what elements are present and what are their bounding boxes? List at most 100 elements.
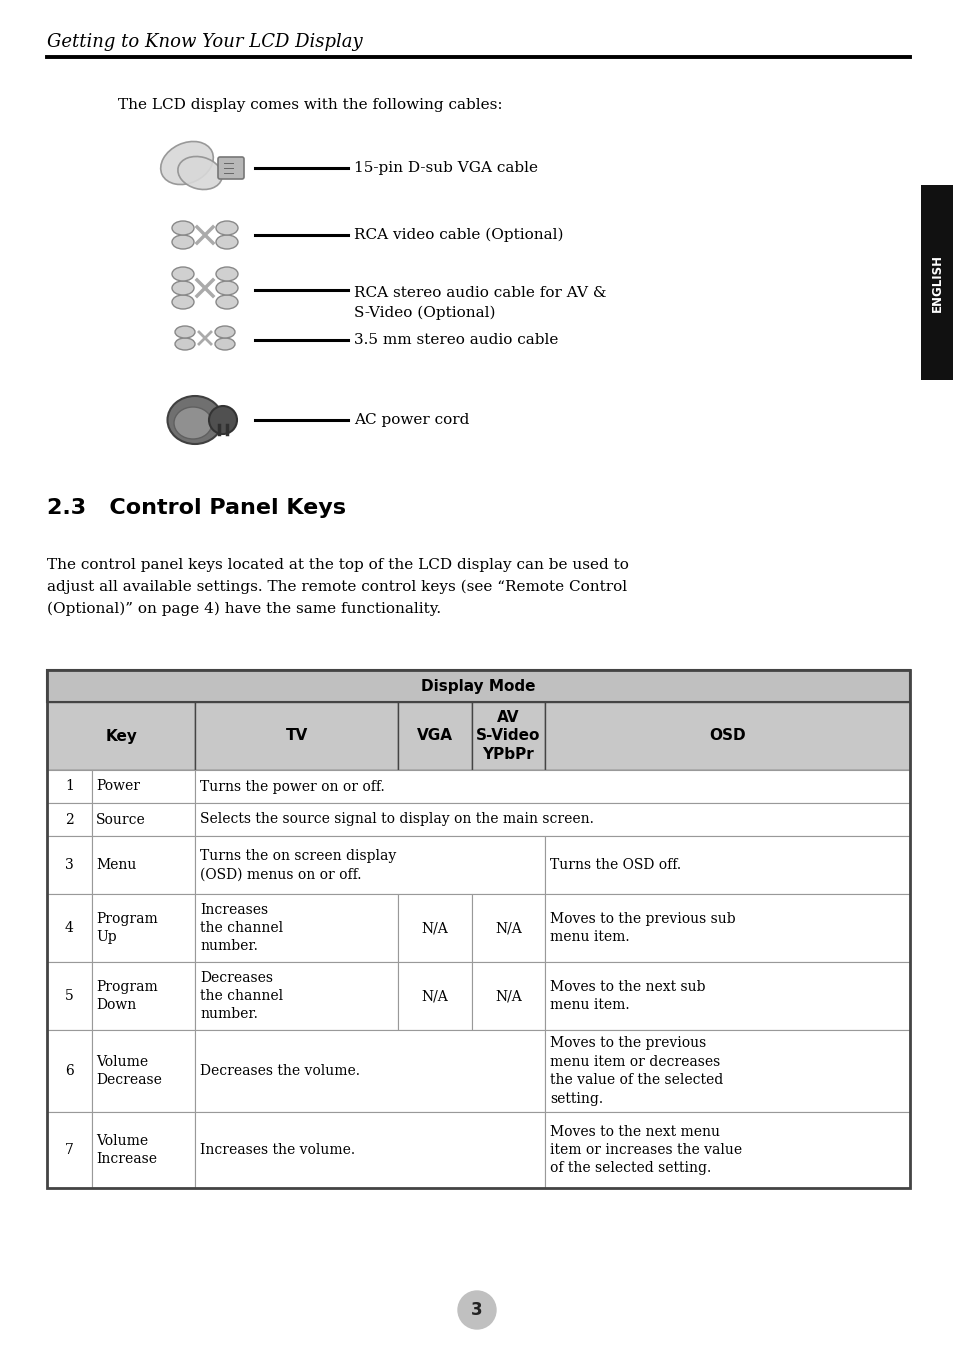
Bar	[47, 702, 195, 771]
Text: Moves to the next sub
menu item.: Moves to the next sub menu item.	[549, 980, 704, 1013]
Text: N/A: N/A	[421, 921, 448, 936]
Text: 6: 6	[65, 1064, 73, 1078]
Text: 5: 5	[65, 990, 73, 1003]
Text: Program
Down: Program Down	[95, 980, 157, 1013]
Text: Volume
Decrease: Volume Decrease	[95, 1055, 162, 1087]
Bar	[47, 671, 909, 702]
Bar	[471, 702, 544, 771]
Bar	[471, 963, 544, 1030]
Bar	[47, 836, 91, 894]
Bar	[544, 963, 909, 1030]
FancyBboxPatch shape	[218, 157, 244, 178]
Text: Increases the volume.: Increases the volume.	[200, 1142, 355, 1157]
Ellipse shape	[214, 326, 234, 338]
Text: The control panel keys located at the top of the LCD display can be used to
adju: The control panel keys located at the to…	[47, 558, 628, 615]
Text: Decreases
the channel
number.: Decreases the channel number.	[200, 971, 283, 1021]
Text: 4: 4	[65, 921, 73, 936]
Text: Volume
Increase: Volume Increase	[95, 1134, 156, 1167]
Bar	[91, 771, 195, 803]
Bar	[195, 894, 397, 963]
Ellipse shape	[215, 295, 237, 310]
Text: N/A: N/A	[495, 921, 521, 936]
Bar	[544, 894, 909, 963]
Bar	[47, 1030, 91, 1111]
Bar	[544, 1111, 909, 1188]
Text: OSD: OSD	[708, 729, 745, 744]
Ellipse shape	[215, 235, 237, 249]
Ellipse shape	[214, 338, 234, 350]
Ellipse shape	[160, 142, 213, 184]
Text: Getting to Know Your LCD Display: Getting to Know Your LCD Display	[47, 32, 362, 51]
Bar	[195, 1030, 544, 1111]
Bar	[91, 963, 195, 1030]
Text: Turns the OSD off.: Turns the OSD off.	[549, 859, 680, 872]
Bar	[195, 803, 909, 836]
Circle shape	[209, 406, 236, 434]
Text: AV
S-Video
YPbPr: AV S-Video YPbPr	[476, 710, 540, 763]
Text: VGA: VGA	[416, 729, 453, 744]
Bar	[544, 836, 909, 894]
Text: Moves to the next menu
item or increases the value
of the selected setting.: Moves to the next menu item or increases…	[549, 1125, 741, 1175]
Text: Increases
the channel
number.: Increases the channel number.	[200, 903, 283, 953]
Circle shape	[457, 1291, 496, 1329]
Text: Display Mode: Display Mode	[421, 679, 536, 694]
Ellipse shape	[172, 295, 193, 310]
Text: 7: 7	[65, 1142, 73, 1157]
Bar	[195, 836, 544, 894]
Text: ENGLISH: ENGLISH	[930, 254, 943, 311]
Text: N/A: N/A	[421, 990, 448, 1003]
Text: RCA stereo audio cable for AV &
S-Video (Optional): RCA stereo audio cable for AV & S-Video …	[354, 287, 606, 319]
Bar	[544, 702, 909, 771]
Text: Decreases the volume.: Decreases the volume.	[200, 1064, 360, 1078]
Text: Source: Source	[95, 813, 146, 826]
Bar	[544, 1030, 909, 1111]
Bar	[91, 803, 195, 836]
Text: N/A: N/A	[495, 990, 521, 1003]
Bar	[397, 702, 471, 771]
Text: Turns the on screen display
(OSD) menus on or off.: Turns the on screen display (OSD) menus …	[200, 849, 396, 882]
Ellipse shape	[172, 235, 193, 249]
Text: 15-pin D-sub VGA cable: 15-pin D-sub VGA cable	[354, 161, 537, 174]
Bar	[195, 702, 397, 771]
Text: Selects the source signal to display on the main screen.: Selects the source signal to display on …	[200, 813, 594, 826]
Ellipse shape	[172, 266, 193, 281]
Text: 3.5 mm stereo audio cable: 3.5 mm stereo audio cable	[354, 333, 558, 347]
Text: TV: TV	[285, 729, 308, 744]
Bar	[195, 963, 397, 1030]
Ellipse shape	[215, 220, 237, 235]
Text: The LCD display comes with the following cables:: The LCD display comes with the following…	[118, 97, 502, 112]
Bar	[195, 771, 909, 803]
Text: Moves to the previous
menu item or decreases
the value of the selected
setting.: Moves to the previous menu item or decre…	[549, 1037, 722, 1106]
Text: Moves to the previous sub
menu item.: Moves to the previous sub menu item.	[549, 911, 735, 944]
Ellipse shape	[174, 326, 194, 338]
Ellipse shape	[215, 266, 237, 281]
Bar	[91, 894, 195, 963]
Bar	[397, 963, 471, 1030]
Bar	[47, 894, 91, 963]
Bar	[471, 894, 544, 963]
Bar	[91, 836, 195, 894]
Text: 2: 2	[65, 813, 73, 826]
Bar	[47, 1111, 91, 1188]
Bar	[47, 671, 909, 1188]
Text: 1: 1	[65, 780, 73, 794]
Bar	[397, 894, 471, 963]
Text: AC power cord: AC power cord	[354, 412, 469, 427]
Ellipse shape	[215, 281, 237, 295]
Ellipse shape	[173, 407, 212, 439]
Text: Key: Key	[105, 729, 137, 744]
Ellipse shape	[168, 396, 222, 443]
Bar	[47, 771, 91, 803]
Text: Program
Up: Program Up	[95, 911, 157, 944]
Bar	[195, 1111, 544, 1188]
Ellipse shape	[177, 157, 222, 189]
Ellipse shape	[172, 281, 193, 295]
Ellipse shape	[172, 220, 193, 235]
Bar	[47, 963, 91, 1030]
Bar	[91, 1030, 195, 1111]
Text: Turns the power on or off.: Turns the power on or off.	[200, 780, 385, 794]
Text: 3: 3	[65, 859, 73, 872]
Text: 2.3   Control Panel Keys: 2.3 Control Panel Keys	[47, 498, 346, 518]
Bar	[91, 1111, 195, 1188]
Bar	[920, 185, 953, 380]
